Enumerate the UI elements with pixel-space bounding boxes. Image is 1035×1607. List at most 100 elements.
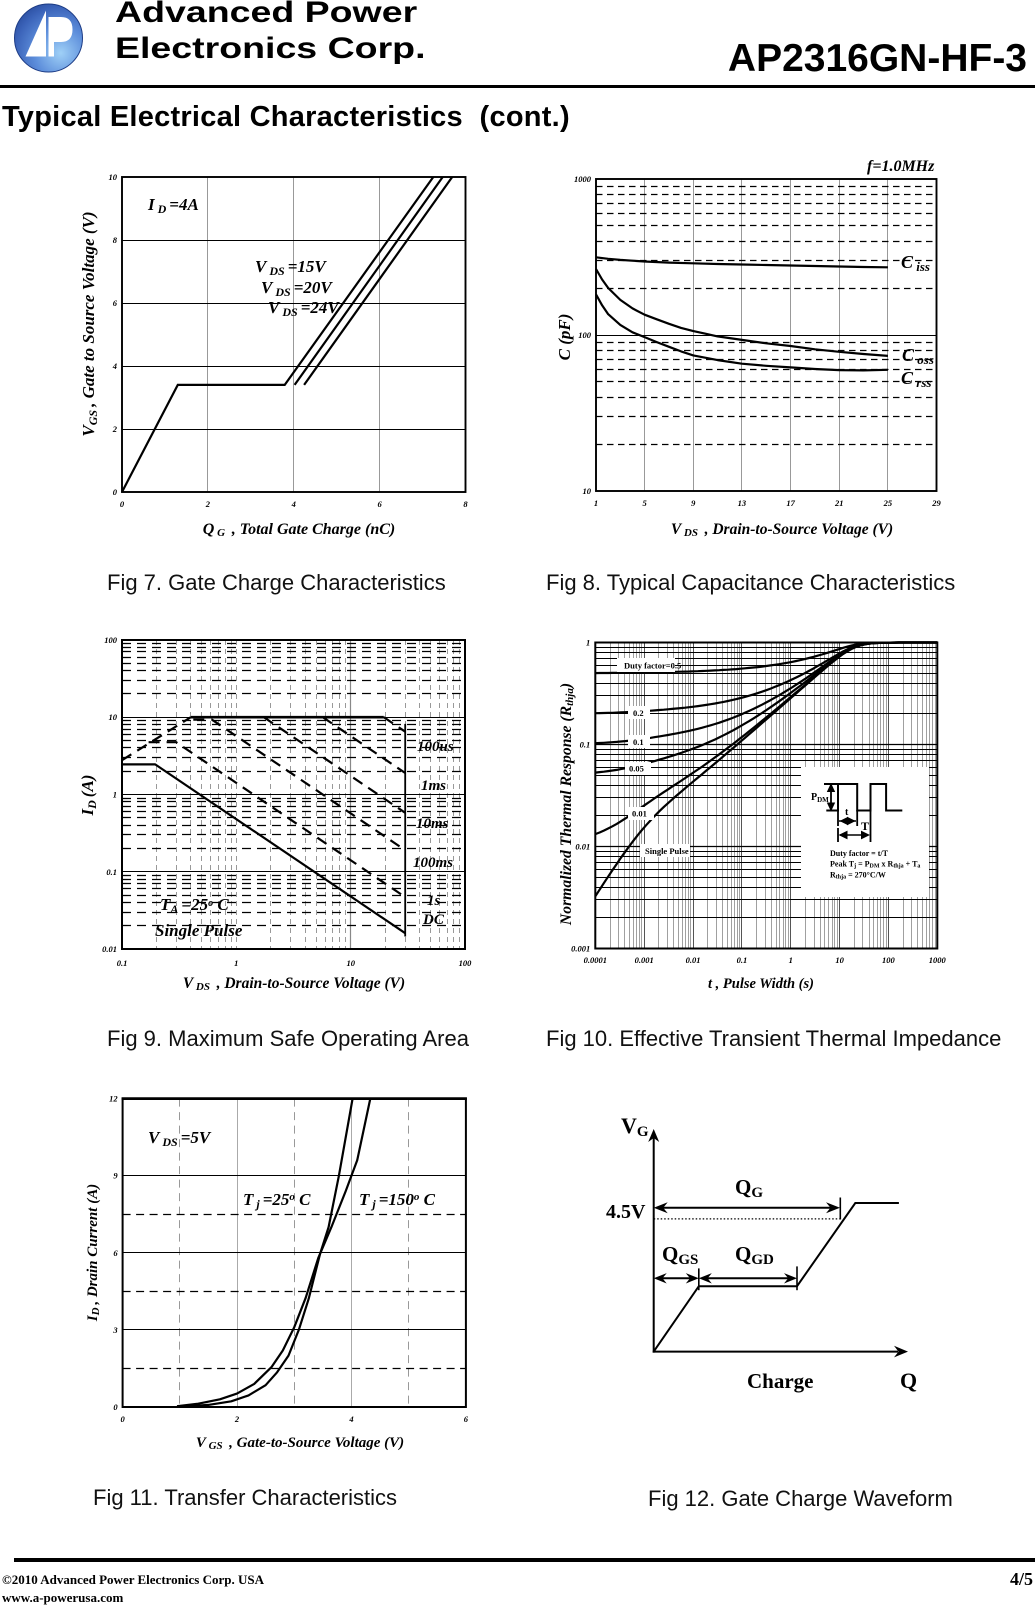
svg-text:6: 6: [113, 1248, 118, 1258]
svg-text:Duty factor=0.5: Duty factor=0.5: [624, 661, 681, 671]
svg-text:6: 6: [377, 499, 382, 509]
svg-text:100ms: 100ms: [413, 855, 453, 871]
svg-text:V GS , Gate-to-Source Voltage: V GS , Gate-to-Source Voltage (V): [196, 1435, 404, 1452]
svg-text:V DS , Drain-to-Source Voltag: V DS , Drain-to-Source Voltage (V): [671, 521, 893, 539]
svg-text:100: 100: [578, 330, 592, 340]
svg-text:0.2: 0.2: [633, 708, 644, 718]
svg-text:0: 0: [113, 1402, 118, 1412]
svg-text:10ms: 10ms: [416, 816, 449, 832]
svg-text:TA =25o C: TA =25o C: [160, 895, 229, 916]
svg-text:Peak Tj = PDM x Rthja + Ta: Peak Tj = PDM x Rthja + Ta: [830, 860, 920, 870]
svg-text:1000: 1000: [574, 174, 592, 184]
svg-text:0: 0: [113, 487, 118, 497]
svg-text:10: 10: [346, 958, 355, 968]
svg-text:12: 12: [109, 1094, 118, 1104]
svg-text:21: 21: [834, 498, 844, 508]
svg-text:0.01: 0.01: [102, 944, 117, 954]
svg-text:8: 8: [113, 235, 118, 245]
svg-text:DC: DC: [422, 912, 445, 928]
svg-text:100: 100: [459, 958, 473, 968]
svg-text:C (pF): C (pF): [555, 314, 574, 361]
svg-text:Rthja = 270°C/W: Rthja = 270°C/W: [830, 871, 886, 881]
svg-text:t: t: [845, 807, 849, 818]
svg-text:1: 1: [789, 955, 793, 965]
svg-text:t , Pulse Width (s): t , Pulse Width (s): [708, 976, 814, 992]
svg-text:QG: QG: [735, 1175, 763, 1201]
svg-text:T j =25o C: T j =25o C: [243, 1190, 311, 1211]
svg-text:100us: 100us: [417, 739, 454, 755]
svg-text:10: 10: [835, 955, 844, 965]
svg-text:4: 4: [291, 499, 296, 509]
svg-text:1: 1: [113, 790, 117, 800]
svg-text:0.01: 0.01: [686, 955, 701, 965]
svg-text:Q G , Total Gate Charge (nC): Q G , Total Gate Charge (nC): [203, 521, 395, 539]
svg-text:1ms: 1ms: [421, 778, 446, 794]
svg-text:10: 10: [583, 486, 592, 496]
svg-text:0.1: 0.1: [580, 740, 591, 750]
svg-text:100: 100: [104, 635, 118, 645]
svg-text:0.1: 0.1: [117, 958, 128, 968]
svg-text:V DS =5V: V DS =5V: [148, 1128, 212, 1149]
svg-text:25: 25: [883, 498, 893, 508]
svg-text:QGD: QGD: [735, 1242, 774, 1268]
svg-text:6: 6: [113, 298, 118, 308]
svg-text:2: 2: [112, 424, 118, 434]
svg-text:ID (A): ID (A): [78, 775, 99, 817]
svg-text:T j =150o C: T j =150o C: [359, 1190, 436, 1211]
svg-text:1: 1: [234, 958, 238, 968]
svg-text:0: 0: [120, 1414, 125, 1424]
svg-text:9: 9: [113, 1171, 118, 1181]
svg-text:Single Pulse: Single Pulse: [645, 846, 689, 856]
svg-text:ID , Drain Current (A): ID , Drain Current (A): [85, 1184, 102, 1322]
svg-text:f=1.0MHz: f=1.0MHz: [867, 158, 935, 175]
svg-text:C rss: C rss: [901, 368, 931, 390]
svg-text:Q: Q: [900, 1368, 917, 1393]
svg-text:1s: 1s: [427, 893, 441, 909]
svg-text:6: 6: [464, 1414, 469, 1424]
svg-text:C oss: C oss: [902, 345, 934, 367]
svg-text:8: 8: [463, 499, 468, 509]
svg-text:5: 5: [642, 498, 647, 508]
svg-text:0: 0: [120, 499, 125, 509]
svg-text:0.01: 0.01: [632, 809, 647, 819]
svg-text:V DS =20V: V DS =20V: [261, 278, 333, 299]
svg-text:1: 1: [586, 638, 590, 648]
svg-text:2: 2: [234, 1414, 240, 1424]
svg-text:VG: VG: [621, 1113, 649, 1140]
svg-text:Charge: Charge: [747, 1369, 814, 1393]
svg-text:0.001: 0.001: [571, 944, 590, 954]
svg-text:13: 13: [738, 498, 747, 508]
svg-text:1000: 1000: [929, 955, 947, 965]
svg-text:2: 2: [205, 499, 211, 509]
svg-text:0.01: 0.01: [575, 842, 590, 852]
svg-text:PDM: PDM: [811, 792, 829, 804]
svg-text:V DS , Drain-to-Source Voltag: V DS , Drain-to-Source Voltage (V): [183, 975, 405, 993]
svg-text:VGS , Gate to Source Voltage (: VGS , Gate to Source Voltage (V): [79, 211, 100, 436]
svg-text:4: 4: [112, 361, 117, 371]
svg-text:Single Pulse: Single Pulse: [155, 921, 243, 940]
svg-text:QGS: QGS: [662, 1242, 698, 1268]
svg-text:Normalized Thermal Response (R: Normalized Thermal Response (Rthja): [558, 683, 576, 926]
svg-text:0.1: 0.1: [737, 955, 748, 965]
svg-text:I D =4A: I D =4A: [147, 195, 199, 216]
svg-text:0.05: 0.05: [629, 764, 644, 774]
svg-text:Duty factor = t/T: Duty factor = t/T: [830, 849, 889, 858]
svg-text:1: 1: [594, 498, 598, 508]
svg-text:C iss: C iss: [901, 252, 930, 274]
svg-text:V DS =15V: V DS =15V: [255, 257, 327, 278]
svg-text:0.1: 0.1: [633, 737, 644, 747]
svg-text:4.5V: 4.5V: [606, 1201, 646, 1223]
svg-text:3: 3: [112, 1325, 118, 1335]
svg-text:9: 9: [691, 498, 696, 508]
svg-text:0.1: 0.1: [106, 867, 117, 877]
svg-text:0.001: 0.001: [635, 955, 654, 965]
svg-text:T: T: [861, 819, 869, 833]
svg-text:29: 29: [931, 498, 941, 508]
svg-text:0.0001: 0.0001: [584, 955, 607, 965]
svg-text:4: 4: [348, 1414, 353, 1424]
svg-text:100: 100: [882, 955, 896, 965]
svg-text:V DS =24V: V DS =24V: [268, 298, 340, 319]
svg-text:10: 10: [109, 712, 118, 722]
svg-text:17: 17: [786, 498, 795, 508]
svg-text:10: 10: [109, 172, 118, 182]
